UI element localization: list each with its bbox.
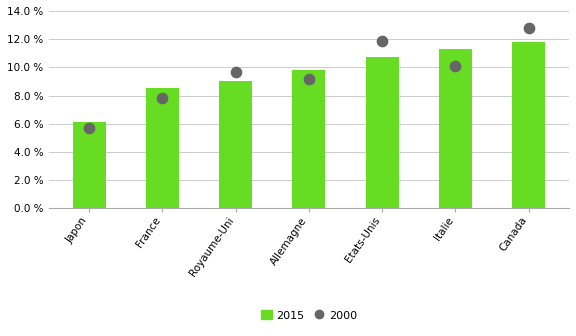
Legend: 2015, 2000: 2015, 2000 <box>256 306 362 325</box>
Point <box>85 125 94 131</box>
Bar <box>439 49 472 208</box>
Point <box>158 96 167 101</box>
Bar <box>73 122 105 208</box>
Bar <box>146 88 179 208</box>
Point <box>451 63 460 69</box>
Bar <box>512 42 545 208</box>
Point <box>524 25 533 31</box>
Bar <box>366 57 399 208</box>
Point <box>231 69 240 74</box>
Point <box>378 38 387 43</box>
Bar <box>293 70 325 208</box>
Point <box>304 76 313 81</box>
Bar <box>219 81 252 208</box>
